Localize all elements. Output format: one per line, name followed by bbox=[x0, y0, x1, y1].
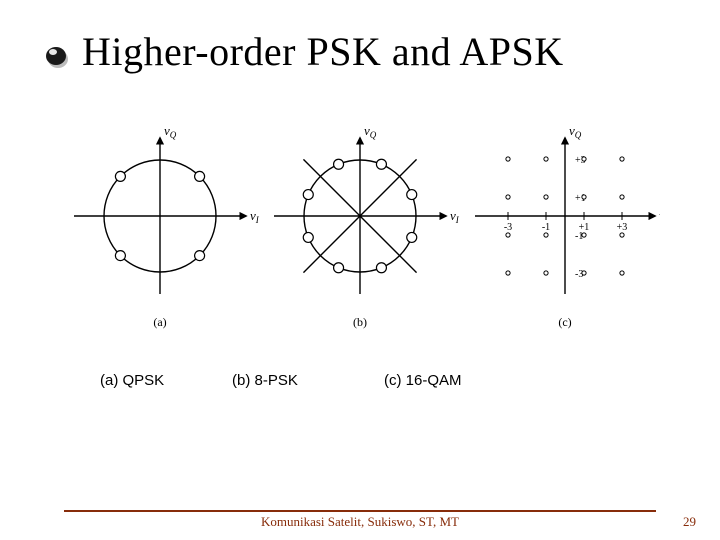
caption-a: (a) QPSK bbox=[100, 372, 164, 389]
svg-text:vI: vI bbox=[450, 208, 460, 225]
svg-text:vQ: vQ bbox=[364, 123, 377, 140]
footer-divider bbox=[64, 510, 656, 512]
constellation-diagrams: vIvQ(a)vIvQ(b)-3-1+1+3+3+1-1-3vIvQ(c) bbox=[60, 116, 660, 336]
svg-text:-1: -1 bbox=[542, 222, 550, 233]
svg-text:-3: -3 bbox=[504, 222, 512, 233]
svg-text:vI: vI bbox=[250, 208, 260, 225]
caption-b: (b) 8-PSK bbox=[232, 372, 298, 389]
svg-text:(b): (b) bbox=[353, 315, 367, 329]
svg-text:(c): (c) bbox=[558, 315, 571, 329]
svg-text:+3: +3 bbox=[617, 222, 628, 233]
svg-text:vQ: vQ bbox=[164, 123, 177, 140]
svg-text:vI: vI bbox=[659, 208, 660, 225]
bullet-icon bbox=[44, 44, 70, 70]
footer-text: Komunikasi Satelit, Sukiswo, ST, MT bbox=[0, 514, 720, 530]
caption-c: (c) 16-QAM bbox=[384, 372, 462, 389]
svg-text:vQ: vQ bbox=[569, 123, 582, 140]
slide: Higher-order PSK and APSK vI vQ (a) vI vQ (b)… bbox=[0, 0, 720, 540]
page-title: Higher-order PSK and APSK bbox=[82, 28, 564, 75]
svg-text:(a): (a) bbox=[153, 315, 166, 329]
page-number: 29 bbox=[683, 514, 696, 530]
